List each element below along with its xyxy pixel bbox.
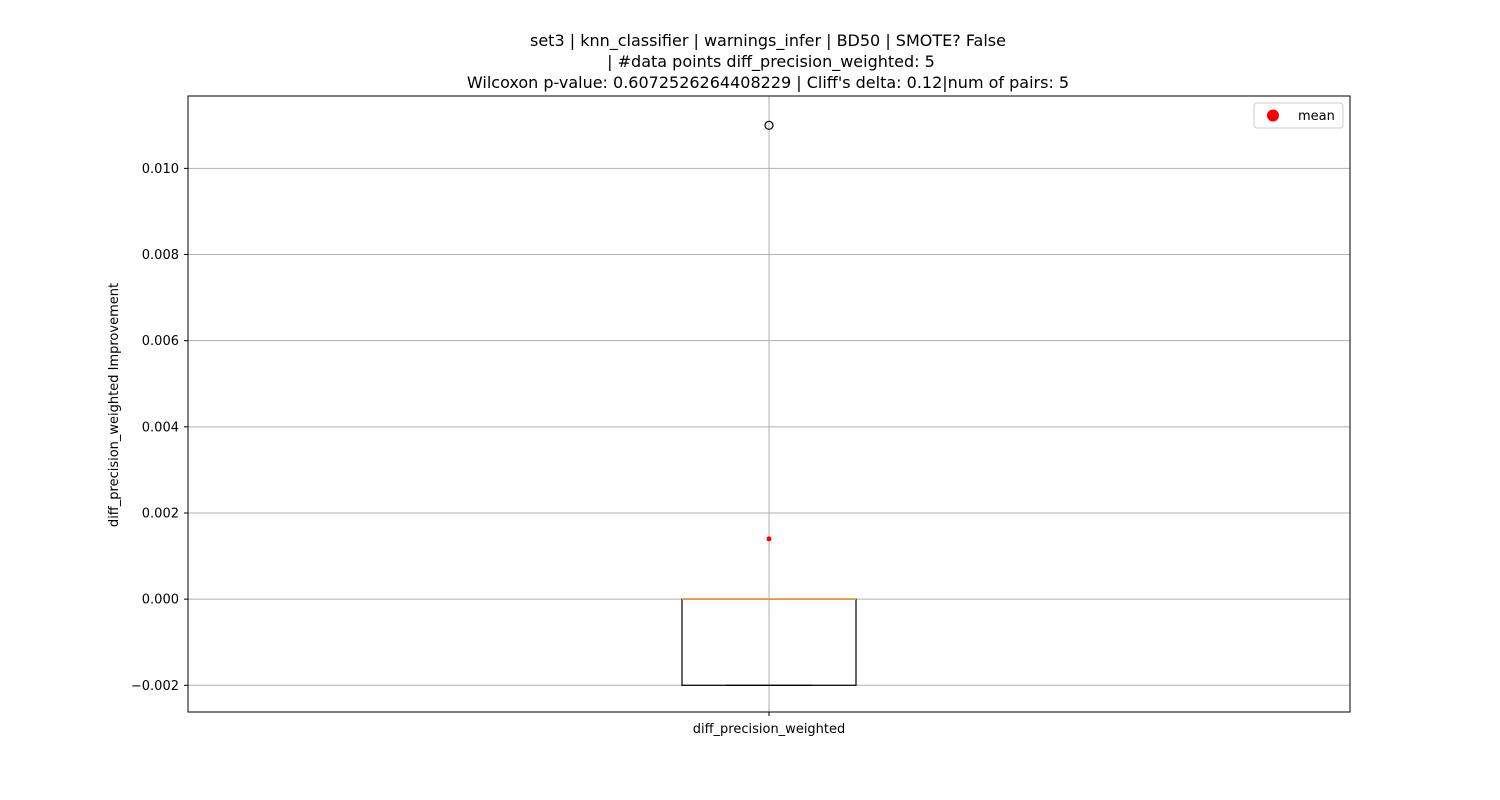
y-tick-label: 0.008 xyxy=(142,248,179,263)
x-tick-label: diff_precision_weighted xyxy=(693,722,846,737)
chart-title-line-2: | #data points diff_precision_weighted: … xyxy=(607,52,935,72)
chart-title-line-3: Wilcoxon p-value: 0.6072526264408229 | C… xyxy=(467,73,1069,92)
x-axis-ticks: diff_precision_weighted xyxy=(693,712,846,737)
y-tick-label: 0.006 xyxy=(142,334,179,349)
legend-frame xyxy=(1253,102,1344,129)
box-plot xyxy=(681,120,857,686)
legend: mean xyxy=(1253,102,1344,129)
legend-mean-label: mean xyxy=(1298,109,1335,124)
legend-mean-marker xyxy=(1267,109,1279,122)
y-axis-ticks: −0.002 0.000 0.002 0.004 0.006 0.008 0.010 xyxy=(131,162,188,694)
mean-point xyxy=(766,536,772,542)
chart-title: set3 | knn_classifier | warnings_infer |… xyxy=(467,31,1069,92)
y-tick-label: 0.002 xyxy=(142,506,179,521)
y-tick-label: 0.010 xyxy=(142,162,179,177)
y-tick-label: 0.000 xyxy=(142,593,179,608)
outlier-point xyxy=(764,120,774,130)
y-tick-label: −0.002 xyxy=(131,679,179,694)
y-tick-label: 0.004 xyxy=(142,420,179,435)
y-axis-label: diff_precision_weighted Improvement xyxy=(107,283,122,527)
chart-title-line-1: set3 | knn_classifier | warnings_infer |… xyxy=(530,31,1006,51)
